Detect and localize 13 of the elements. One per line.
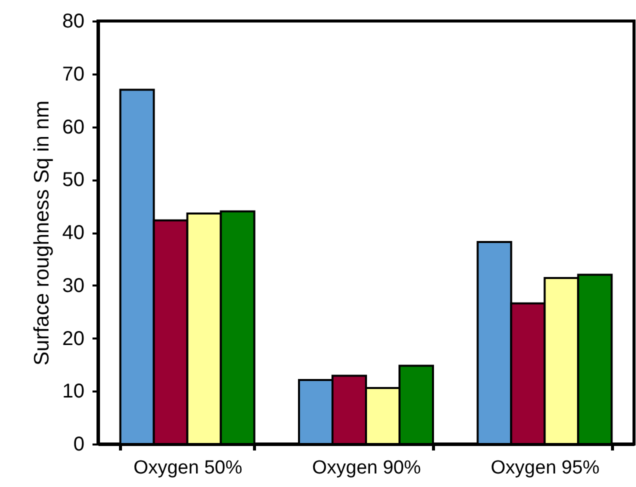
x-tick-label: Oxygen 90% [312, 458, 421, 478]
y-axis-title: Surface roughness Sq in nm [30, 100, 54, 366]
x-tick-label: Oxygen 95% [490, 458, 600, 478]
y-tick-label: 40 [62, 222, 84, 244]
y-tick-label: 70 [62, 63, 84, 86]
y-tick-label: 80 [62, 10, 84, 32]
y-tick-label: 10 [62, 380, 84, 403]
y-tick-label: 30 [62, 274, 84, 297]
x-tick-label: Oxygen 50% [133, 458, 242, 478]
y-tick-label: 20 [62, 328, 84, 350]
y-tick-label: 60 [62, 116, 84, 138]
y-tick-label: 50 [62, 169, 84, 192]
y-tick-label: 0 [73, 434, 84, 456]
